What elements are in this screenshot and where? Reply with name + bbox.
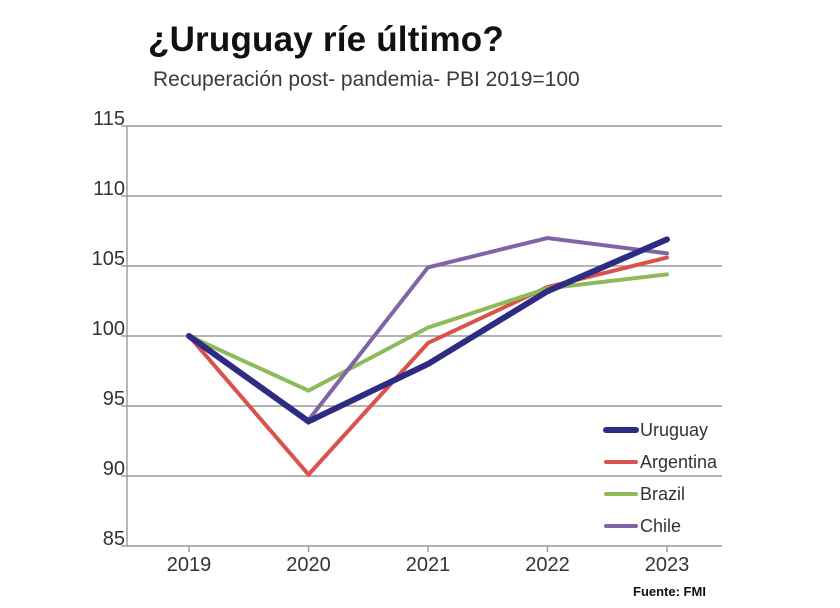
gridlines [127,125,722,547]
legend-label-brazil: Brazil [640,484,685,504]
series-line-brazil [187,272,669,393]
series-line-uruguay [186,236,670,425]
y-tick-label: 95 [103,388,125,410]
y-tick-label: 90 [103,458,125,480]
legend: Uruguay Argentina Brazil Chile [603,420,718,536]
axes [121,125,668,552]
legend-label-uruguay: Uruguay [640,420,708,440]
y-tick-label: 110 [93,178,125,200]
x-tick-label: 2022 [525,554,570,576]
y-tick-label: 115 [93,108,125,130]
chart-source: Fuente: FMI [633,584,706,599]
y-tick-labels: 85 90 95 100 105 110 115 [92,108,125,550]
x-tick-label: 2020 [286,554,331,576]
x-tick-label: 2021 [406,554,451,576]
legend-label-argentina: Argentina [640,452,718,472]
x-tick-label: 2023 [645,554,690,576]
x-tick-labels: 2019 2020 2021 2022 2023 [167,554,690,576]
x-tick-label: 2019 [167,554,212,576]
y-tick-label: 100 [92,318,125,340]
chart-subtitle: Recuperación post- pandemia- PBI 2019=10… [153,68,580,91]
series-lines [186,235,670,478]
y-tick-label: 85 [103,528,125,550]
y-tick-label: 105 [92,248,125,270]
chart-title: ¿Uruguay ríe último? [148,20,504,59]
legend-label-chile: Chile [640,516,681,536]
